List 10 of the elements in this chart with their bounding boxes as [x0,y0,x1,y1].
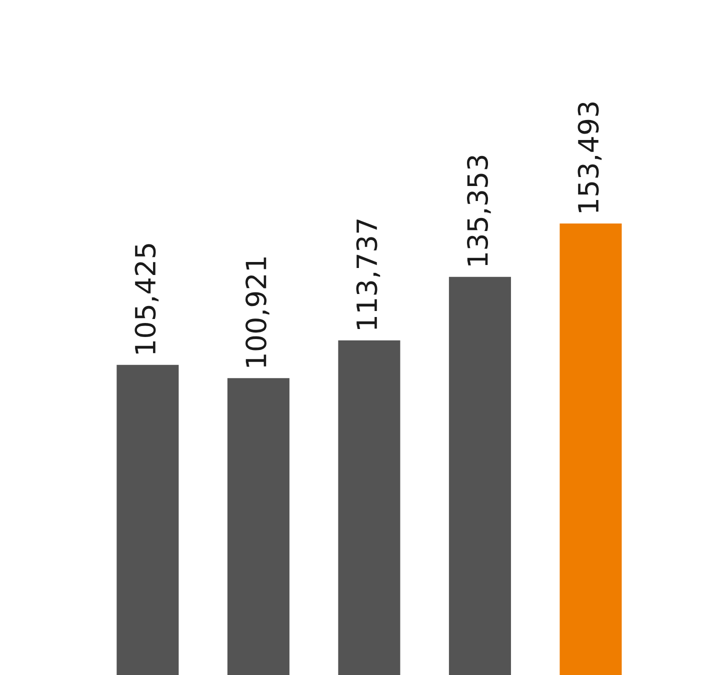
bar [448,276,511,675]
bar [560,223,622,675]
data-label: 135,353 [467,156,491,266]
bar [338,340,400,675]
data-label: 105,425 [134,244,159,354]
bar [116,364,179,675]
data-label: 113,737 [356,220,380,330]
data-label: 153,493 [578,102,602,212]
data-label: 100,921 [245,257,270,367]
bar [227,378,290,675]
